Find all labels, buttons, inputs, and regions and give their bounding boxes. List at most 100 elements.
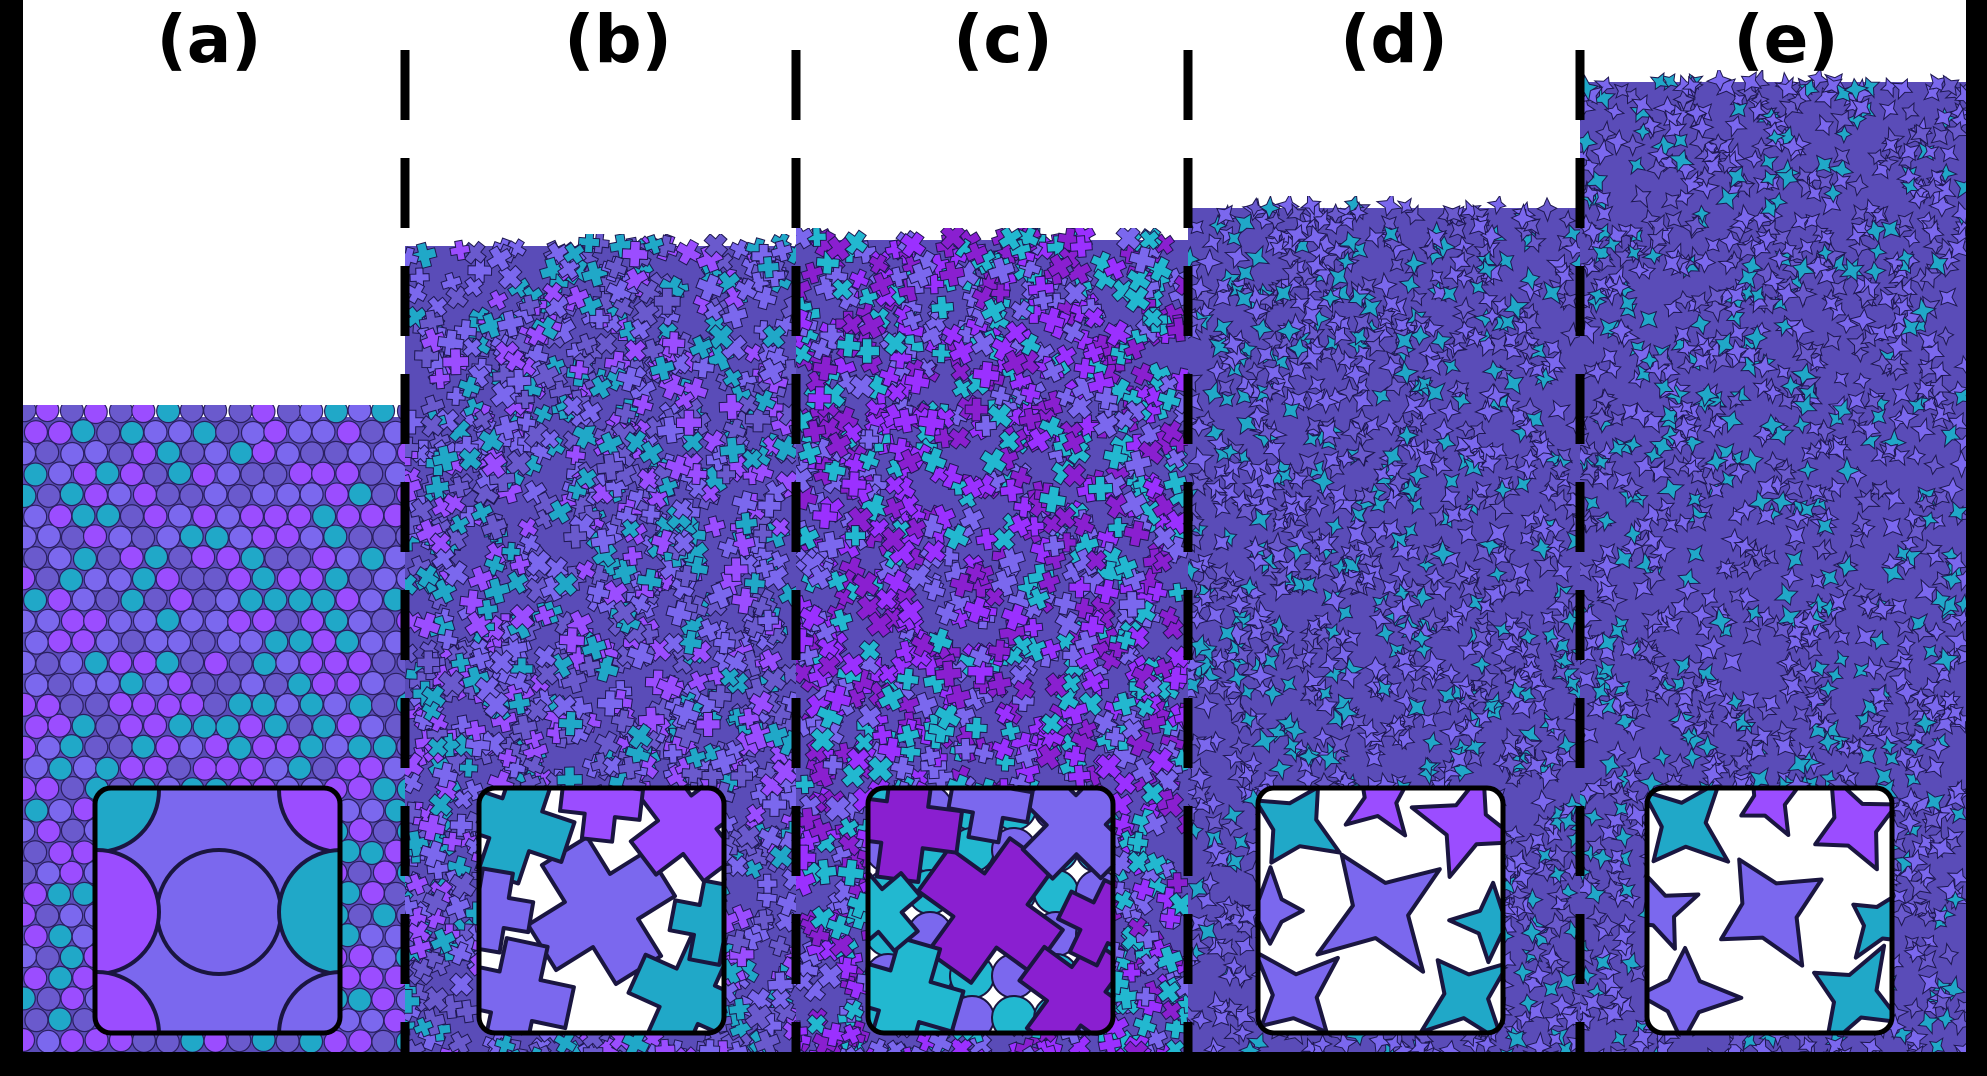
particle: [449, 972, 474, 997]
particle: [372, 819, 397, 844]
particle: [662, 743, 683, 764]
particle: [1237, 903, 1261, 929]
particle: [1406, 496, 1425, 515]
particle: [1396, 197, 1413, 214]
particle: [1082, 341, 1105, 364]
particle: [108, 734, 133, 759]
particle: [1220, 468, 1238, 490]
particle: [59, 405, 85, 423]
particle: [1232, 1023, 1255, 1043]
particle: [59, 860, 84, 885]
particle: [1304, 278, 1323, 298]
particle: [1365, 750, 1383, 768]
particle: [348, 1029, 373, 1052]
particle: [854, 338, 881, 364]
particle: [1466, 750, 1486, 767]
particle: [849, 373, 876, 400]
particle: [1459, 580, 1479, 599]
particle: [973, 742, 995, 765]
particle: [119, 462, 144, 487]
particle: [1542, 1049, 1559, 1052]
particle: [1210, 1044, 1218, 1052]
particle: [1648, 434, 1675, 460]
particle: [119, 755, 144, 780]
particle: [1364, 534, 1386, 556]
particle: [796, 774, 815, 795]
particle: [251, 608, 277, 633]
particle: [383, 587, 405, 612]
particle: [47, 672, 72, 697]
particle: [1284, 223, 1310, 249]
particle: [58, 567, 84, 592]
particle: [312, 504, 337, 529]
particle: [1490, 639, 1517, 664]
particle: [131, 734, 156, 759]
particle: [1382, 225, 1400, 244]
particle: [458, 446, 483, 472]
particle: [1223, 569, 1245, 590]
particle: [251, 440, 276, 465]
particle: [1253, 679, 1272, 698]
particle: [23, 860, 37, 885]
particle: [726, 855, 749, 878]
particle: [1486, 565, 1508, 584]
particle: [1299, 196, 1322, 217]
particle: [858, 429, 880, 450]
particle: [557, 710, 584, 737]
particle: [311, 461, 336, 486]
particle: [1159, 907, 1182, 930]
particle: [118, 714, 144, 739]
particle: [1123, 449, 1153, 478]
particle: [1506, 884, 1532, 909]
particle: [166, 630, 192, 655]
particle: [1223, 245, 1251, 270]
particle: [1331, 626, 1353, 647]
particle: [447, 1030, 473, 1052]
particle: [949, 572, 975, 598]
particle: [837, 816, 860, 839]
particle: [821, 1022, 847, 1048]
particle: [637, 706, 666, 734]
particle: [71, 419, 96, 444]
particle: [35, 945, 60, 970]
particle: [251, 482, 276, 507]
particle: [1934, 1005, 1959, 1031]
particle: [287, 588, 313, 613]
particle: [841, 471, 867, 497]
particle: [972, 360, 1001, 389]
particle: [1216, 204, 1235, 226]
particle: [886, 266, 909, 288]
particle: [396, 777, 405, 801]
particle: [877, 663, 899, 685]
particle: [1013, 677, 1036, 701]
particle: [1095, 753, 1123, 780]
particle: [96, 545, 121, 571]
particle: [418, 309, 445, 336]
particle: [744, 1002, 773, 1031]
particle: [802, 419, 827, 444]
particle: [1371, 271, 1398, 300]
particle: [227, 566, 252, 591]
particle: [287, 755, 312, 780]
particle: [1504, 453, 1520, 471]
particle: [1513, 475, 1534, 494]
particle: [467, 565, 494, 593]
particle: [1280, 675, 1298, 694]
particle: [980, 297, 1007, 324]
particle: [809, 337, 833, 361]
particle: [1489, 442, 1508, 462]
particle: [1688, 313, 1712, 336]
particle: [1448, 220, 1467, 240]
particle: [899, 231, 927, 259]
particle: [1424, 566, 1445, 587]
particle: [1296, 746, 1321, 768]
particle: [589, 308, 610, 330]
particle: [384, 713, 405, 739]
particle: [1549, 843, 1571, 869]
particle: [348, 525, 373, 550]
particle: [1233, 213, 1256, 237]
particle: [108, 650, 133, 675]
particle: [1533, 813, 1552, 831]
particle: [1312, 531, 1336, 556]
particle: [1115, 630, 1137, 652]
